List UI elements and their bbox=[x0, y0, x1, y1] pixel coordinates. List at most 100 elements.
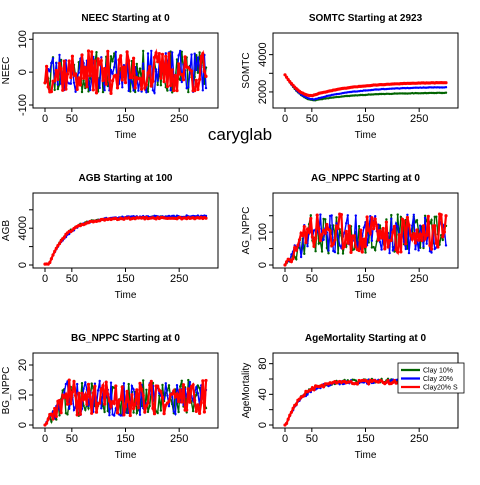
data-point bbox=[328, 229, 332, 233]
data-point bbox=[374, 215, 377, 218]
data-point bbox=[115, 411, 120, 415]
data-point bbox=[370, 239, 374, 242]
data-point bbox=[283, 263, 287, 267]
data-point bbox=[106, 84, 110, 88]
panel-6: AgeMortality Starting at 0 0 50 150 250 Time 0… bbox=[241, 333, 465, 461]
x-tick-label: 0 bbox=[42, 433, 48, 445]
plot-frame bbox=[272, 32, 459, 109]
data-point bbox=[444, 86, 448, 89]
data-point bbox=[59, 411, 63, 415]
data-point bbox=[285, 421, 289, 425]
data-point bbox=[294, 402, 298, 406]
x-axis-label: Time bbox=[115, 290, 137, 301]
data-point bbox=[433, 224, 437, 228]
data-point bbox=[107, 77, 111, 82]
data-point bbox=[423, 216, 427, 220]
data-point bbox=[194, 409, 198, 413]
data-point bbox=[364, 251, 367, 254]
data-point bbox=[199, 54, 203, 59]
legend-label: Clay 20% bbox=[423, 376, 453, 383]
data-point bbox=[412, 231, 416, 236]
data-point bbox=[135, 72, 138, 75]
data-point bbox=[195, 393, 198, 397]
data-point bbox=[94, 91, 99, 95]
data-point bbox=[123, 405, 128, 409]
data-point bbox=[91, 391, 95, 395]
data-point bbox=[180, 400, 184, 404]
data-point bbox=[104, 82, 108, 86]
data-point bbox=[132, 407, 136, 411]
x-axis-label: Time bbox=[355, 130, 377, 141]
data-point bbox=[291, 406, 295, 410]
data-point bbox=[404, 247, 407, 251]
data-point bbox=[360, 250, 364, 254]
data-point bbox=[201, 379, 205, 383]
data-point bbox=[90, 411, 94, 415]
data-point bbox=[56, 87, 60, 91]
data-point bbox=[46, 85, 50, 89]
panel-title: BG_NPPC Starting at 0 bbox=[71, 333, 180, 344]
data-point bbox=[152, 55, 157, 60]
data-point bbox=[151, 89, 155, 92]
data-point bbox=[159, 409, 163, 412]
panel-1: NEEC Starting at 0 0 50 150 250 Time -100 0 100 N… bbox=[1, 13, 219, 141]
data-point bbox=[150, 49, 153, 53]
data-point bbox=[320, 232, 324, 237]
data-point bbox=[402, 92, 406, 95]
data-point bbox=[128, 413, 132, 418]
x-tick-label: 0 bbox=[282, 433, 288, 445]
x-tick-label: 150 bbox=[356, 113, 374, 125]
data-point bbox=[285, 75, 289, 79]
y-axis-label: BG_NPPC bbox=[1, 367, 12, 415]
data-point bbox=[201, 52, 205, 56]
data-point bbox=[99, 59, 103, 63]
data-point bbox=[53, 249, 57, 253]
data-point bbox=[180, 72, 184, 76]
data-point bbox=[373, 217, 377, 221]
data-point bbox=[49, 412, 54, 416]
data-point bbox=[306, 245, 309, 248]
data-point bbox=[57, 398, 62, 403]
data-point bbox=[385, 218, 388, 221]
data-point bbox=[119, 397, 123, 401]
data-point bbox=[142, 49, 145, 53]
data-point bbox=[388, 87, 391, 91]
series-points-3 bbox=[43, 49, 208, 95]
data-point bbox=[70, 390, 74, 394]
data-point bbox=[390, 217, 393, 220]
data-point bbox=[45, 64, 49, 68]
data-point bbox=[302, 225, 306, 229]
data-point bbox=[173, 73, 177, 78]
data-point bbox=[123, 81, 128, 85]
data-point bbox=[198, 411, 202, 415]
data-point bbox=[190, 53, 193, 56]
data-point bbox=[420, 238, 424, 243]
data-point bbox=[86, 49, 91, 53]
data-point bbox=[72, 81, 76, 85]
data-point bbox=[122, 413, 126, 417]
data-point bbox=[82, 76, 86, 80]
data-point bbox=[291, 256, 295, 261]
data-point bbox=[368, 231, 372, 235]
data-point bbox=[62, 235, 66, 239]
data-point bbox=[151, 406, 155, 410]
data-point bbox=[162, 80, 166, 84]
data-point bbox=[144, 404, 148, 408]
data-point bbox=[164, 54, 168, 59]
data-point bbox=[113, 52, 116, 55]
data-point bbox=[433, 247, 436, 251]
data-point bbox=[180, 80, 183, 84]
data-point bbox=[172, 410, 175, 413]
data-point bbox=[101, 404, 105, 408]
x-tick-label: 50 bbox=[66, 113, 78, 125]
data-point bbox=[376, 238, 380, 242]
data-point bbox=[374, 248, 377, 252]
data-point bbox=[345, 222, 348, 225]
data-point bbox=[320, 250, 324, 253]
data-point bbox=[133, 402, 137, 407]
data-point bbox=[51, 417, 55, 421]
data-point bbox=[149, 379, 153, 383]
data-point bbox=[151, 79, 155, 83]
data-point bbox=[70, 54, 74, 58]
